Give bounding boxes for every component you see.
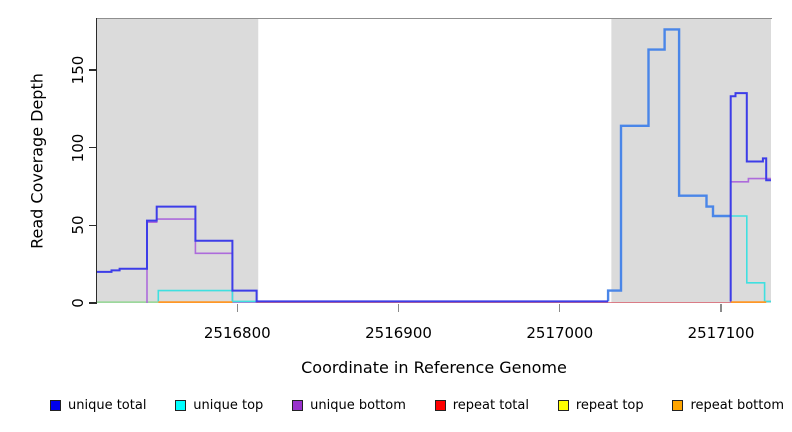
legend-item-repeat-total: repeat total — [434, 398, 529, 413]
legend-item-unique-total: unique total — [50, 398, 146, 413]
x-tick-label: 2517100 — [687, 324, 755, 342]
plot-top-border — [97, 17, 772, 20]
legend-swatch-icon — [292, 400, 304, 411]
legend-label: unique bottom — [310, 398, 406, 413]
legend-label: unique total — [68, 398, 147, 413]
legend-item-repeat-bottom: repeat bottom — [672, 398, 784, 413]
y-tick-mark — [89, 146, 96, 149]
legend-item-unique-bottom: unique bottom — [292, 398, 406, 413]
y-tick-label: 150 — [69, 55, 87, 85]
y-axis-line — [95, 18, 98, 304]
y-tick-mark — [89, 224, 96, 226]
x-tick-mark — [397, 304, 400, 312]
legend-item-unique-top: unique top — [175, 398, 263, 413]
legend-swatch-icon — [557, 400, 569, 411]
y-tick-label: 50 — [69, 215, 87, 235]
plot-area — [97, 19, 771, 303]
series-line-total-light-blue-peak — [606, 28, 731, 302]
legend-label: unique top — [193, 398, 264, 413]
legend-item-repeat-top: repeat top — [557, 398, 644, 413]
legend-label: repeat total — [452, 398, 529, 413]
series-line-unique-total — [729, 92, 771, 302]
x-tick-mark — [236, 304, 238, 312]
legend-swatch-icon — [672, 400, 684, 411]
x-tick-mark — [720, 304, 722, 312]
y-tick-mark — [89, 302, 96, 304]
legend-label: repeat top — [575, 398, 644, 413]
y-axis-title: Read Coverage Depth — [27, 73, 47, 249]
y-tick-label: 0 — [69, 298, 87, 308]
shaded-region — [97, 19, 259, 303]
x-axis-title: Coordinate in Reference Genome — [301, 358, 567, 377]
legend-swatch-icon — [175, 400, 187, 411]
x-tick-label: 2517000 — [526, 324, 594, 342]
legend: unique total unique top unique bottom repea… — [50, 398, 784, 413]
series-line-unique-total — [97, 205, 609, 303]
legend-swatch-icon — [50, 400, 61, 411]
y-tick-mark — [89, 69, 96, 71]
y-tick-label: 100 — [69, 133, 87, 162]
x-tick-label: 2516900 — [365, 324, 432, 342]
legend-label: repeat bottom — [690, 398, 784, 413]
x-tick-label: 2516800 — [203, 324, 271, 342]
x-tick-mark — [559, 304, 561, 312]
shaded-region — [611, 19, 771, 303]
legend-swatch-icon — [434, 400, 446, 411]
chart-canvas — [97, 19, 771, 303]
